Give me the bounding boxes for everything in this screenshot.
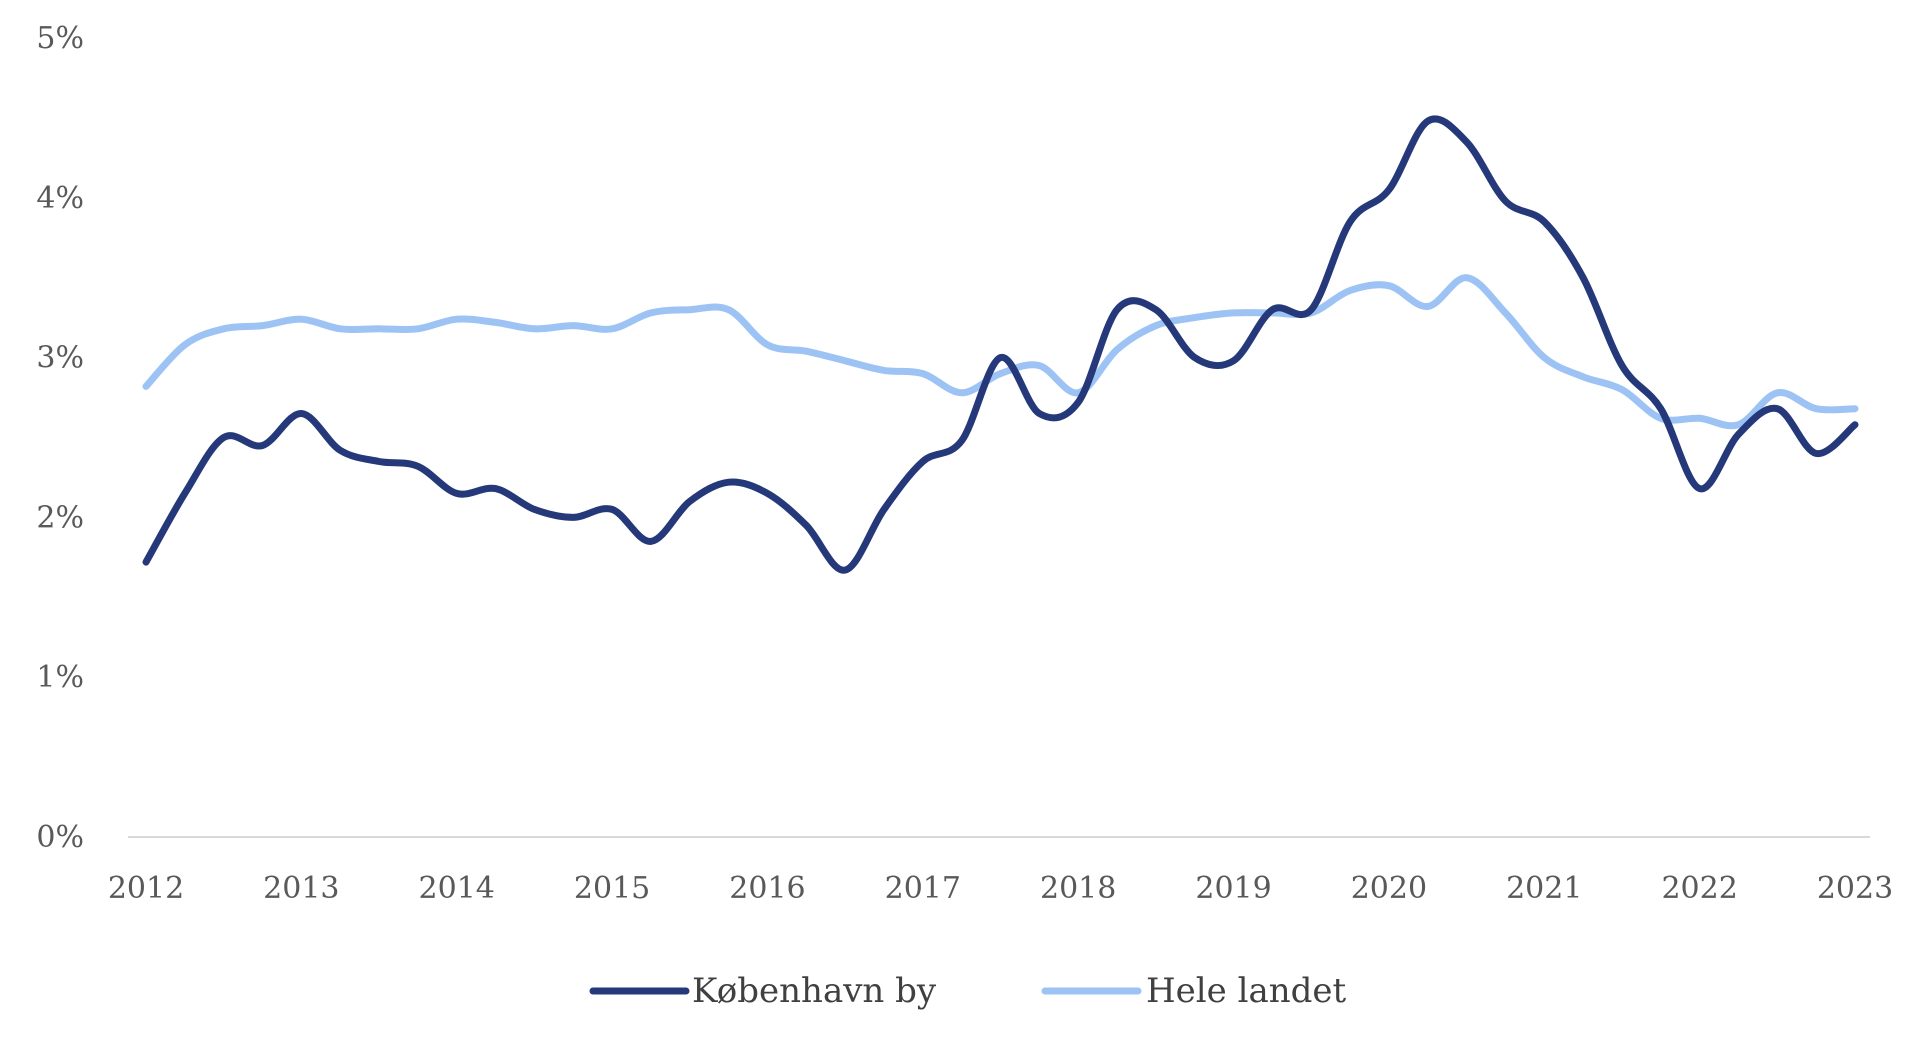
x-tick-label: 2019 [1195,871,1271,906]
y-tick-label: 1% [36,660,84,695]
x-tick-label: 2012 [108,871,184,906]
x-tick-label: 2023 [1817,871,1893,906]
x-tick-label: 2014 [419,871,495,906]
y-tick-label: 3% [36,341,84,376]
y-tick-label: 2% [36,500,84,535]
series-line-hele-landet [142,274,1859,430]
y-tick-label: 0% [36,820,84,855]
x-tick-label: 2015 [574,871,650,906]
y-tick-label: 5% [36,21,84,56]
legend-label: København by [692,971,937,1011]
x-tick-label: 2017 [885,871,961,906]
x-tick-label: 2013 [263,871,339,906]
x-tick-label: 2016 [729,871,805,906]
x-axis-ticks: 2012 2013 2014 2015 2016 2017 2018 2019 2020 2021… [108,871,1893,906]
legend-label: Hele landet [1146,971,1347,1011]
y-tick-label: 4% [36,181,84,216]
x-tick-label: 2020 [1351,871,1427,906]
y-axis-ticks: 0% 1% 2% 3% 4% 5% [36,21,84,855]
x-tick-label: 2021 [1506,871,1582,906]
x-tick-label: 2022 [1661,871,1737,906]
legend: København by Hele landet [589,971,1347,1011]
series-line-koebenhavn-by [142,115,1859,574]
series-layer [142,115,1859,574]
x-tick-label: 2018 [1040,871,1116,906]
